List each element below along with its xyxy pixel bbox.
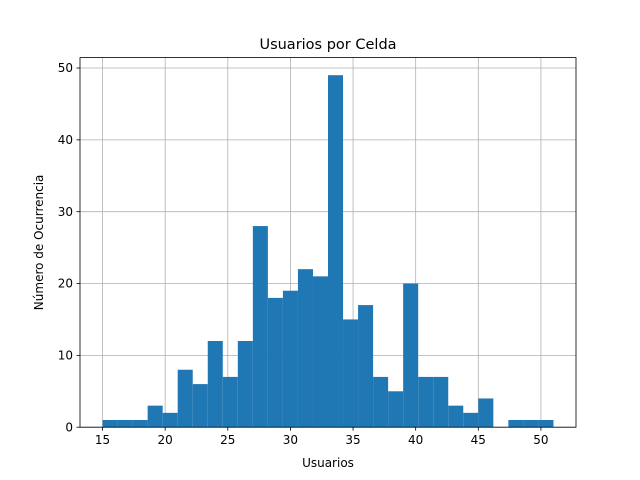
histogram-bar xyxy=(508,420,524,428)
y-tick-label: 10 xyxy=(58,349,73,363)
x-tick-label: 30 xyxy=(283,433,298,447)
histogram-bar xyxy=(237,340,253,428)
x-axis-label: Usuarios xyxy=(302,456,354,470)
histogram-bar xyxy=(147,405,163,428)
histogram-bar xyxy=(192,384,208,428)
y-tick-label: 20 xyxy=(58,277,73,291)
y-tick-label: 50 xyxy=(58,61,73,75)
histogram-bar xyxy=(252,226,268,428)
histogram-bar xyxy=(222,376,238,428)
histogram-bar xyxy=(282,290,298,428)
histogram-bar xyxy=(117,420,133,428)
histogram-bar xyxy=(463,412,479,428)
histogram-bar xyxy=(102,420,118,428)
histogram-bar xyxy=(433,376,449,428)
histogram-bar xyxy=(448,405,464,428)
y-tick-label: 40 xyxy=(58,133,73,147)
histogram-bar xyxy=(162,412,178,428)
histogram-bar xyxy=(328,75,344,428)
chart-title: Usuarios por Celda xyxy=(259,37,396,53)
histogram-bar xyxy=(297,269,313,428)
y-tick-label: 30 xyxy=(58,205,73,219)
histogram-bar xyxy=(312,276,328,428)
histogram-bar xyxy=(177,369,193,428)
histogram-bar xyxy=(523,420,539,428)
histogram-bar xyxy=(418,376,434,428)
x-tick-label: 40 xyxy=(408,433,423,447)
x-tick-label: 35 xyxy=(345,433,360,447)
y-axis-label: Número de Ocurrencia xyxy=(32,175,46,311)
histogram-bar xyxy=(373,376,389,428)
histogram-bars xyxy=(102,75,554,428)
histogram-bar xyxy=(388,391,404,428)
histogram-bar xyxy=(267,297,283,428)
x-tick-label: 25 xyxy=(220,433,235,447)
x-tick-label: 15 xyxy=(95,433,110,447)
x-axis-ticks: 15 20 25 30 35 40 45 50 xyxy=(95,427,549,447)
histogram-bar xyxy=(207,340,223,428)
x-tick-label: 45 xyxy=(471,433,486,447)
x-tick-label: 50 xyxy=(533,433,548,447)
histogram-bar xyxy=(478,398,494,428)
y-tick-label: 0 xyxy=(65,420,73,434)
histogram-bar xyxy=(343,319,359,428)
plot-frame xyxy=(79,57,577,428)
x-tick-label: 20 xyxy=(158,433,173,447)
histogram-bar xyxy=(358,305,374,428)
histogram-bar xyxy=(132,420,148,428)
histogram-bar xyxy=(538,420,554,428)
histogram-bar xyxy=(403,283,419,428)
y-axis-ticks: 0 10 20 30 40 50 xyxy=(58,61,80,434)
